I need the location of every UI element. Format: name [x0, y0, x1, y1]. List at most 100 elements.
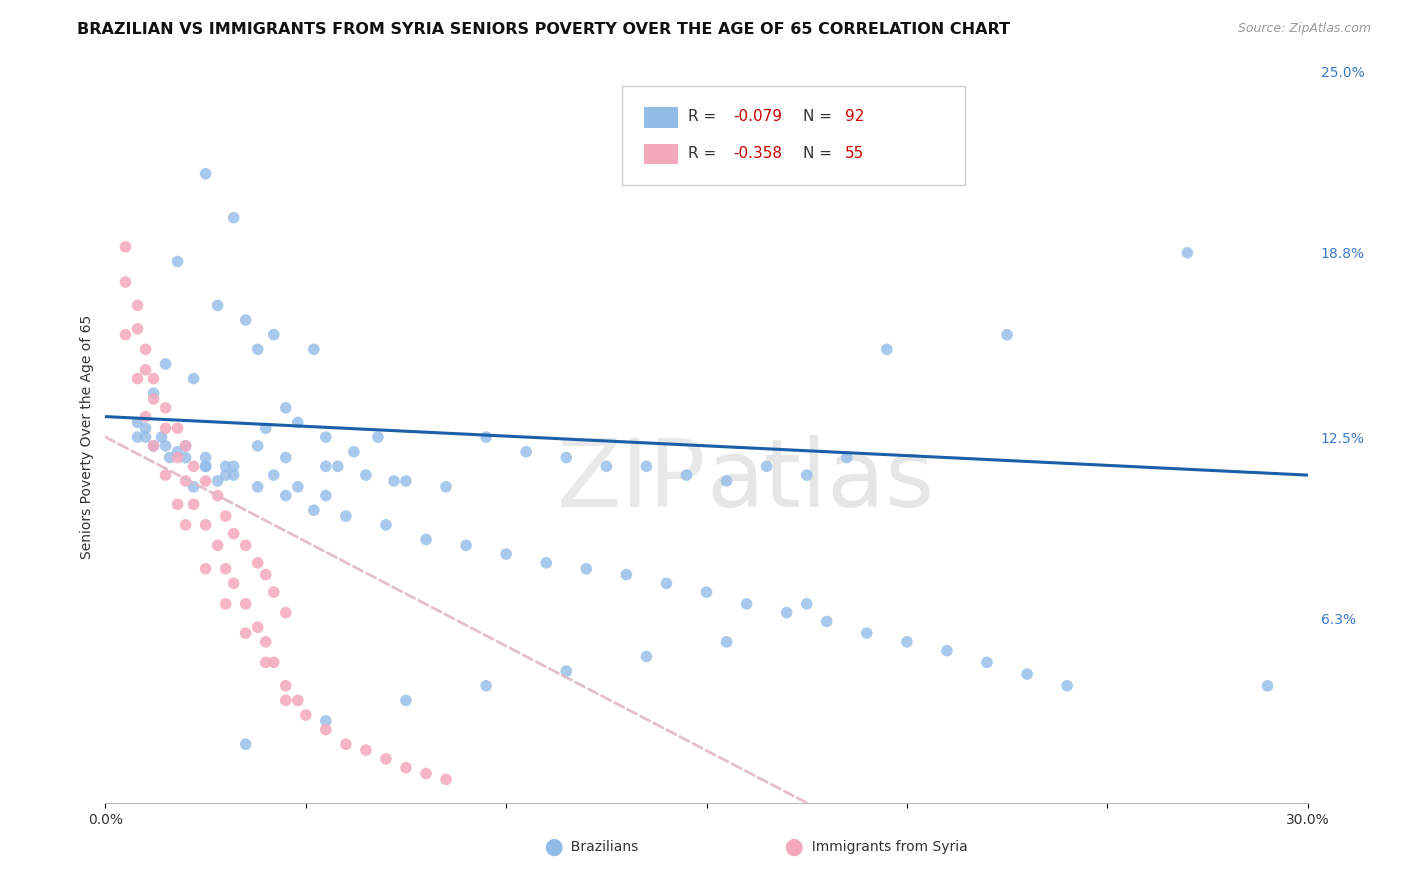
Point — [395, 693, 418, 707]
FancyBboxPatch shape — [644, 107, 678, 128]
Point — [395, 761, 418, 775]
FancyBboxPatch shape — [644, 144, 678, 164]
Point — [287, 480, 309, 494]
Text: ZIP: ZIP — [557, 435, 707, 527]
Point — [166, 450, 188, 465]
Point — [222, 576, 245, 591]
Point — [776, 606, 799, 620]
Text: -0.358: -0.358 — [733, 145, 782, 161]
Point — [315, 459, 337, 474]
Point — [636, 459, 658, 474]
Point — [214, 562, 236, 576]
Point — [183, 497, 205, 511]
Point — [595, 459, 617, 474]
Text: -0.079: -0.079 — [733, 109, 782, 124]
Text: ⬤: ⬤ — [544, 838, 562, 855]
Point — [536, 556, 558, 570]
Point — [127, 371, 149, 385]
Point — [274, 401, 297, 415]
Point — [142, 439, 165, 453]
Text: atlas: atlas — [707, 435, 935, 527]
Point — [155, 401, 177, 415]
Text: 55: 55 — [845, 145, 865, 161]
Point — [127, 430, 149, 444]
Point — [263, 585, 285, 599]
Text: Source: ZipAtlas.com: Source: ZipAtlas.com — [1237, 22, 1371, 36]
Point — [155, 439, 177, 453]
Point — [302, 343, 325, 357]
Point — [207, 538, 229, 552]
Text: N =: N = — [803, 145, 837, 161]
Text: 92: 92 — [845, 109, 865, 124]
Point — [194, 459, 217, 474]
Point — [274, 693, 297, 707]
Point — [343, 444, 366, 458]
Point — [735, 597, 758, 611]
Point — [395, 474, 418, 488]
Point — [375, 517, 398, 532]
Point — [194, 562, 217, 576]
Point — [246, 620, 269, 634]
Point — [896, 635, 918, 649]
Point — [434, 772, 457, 787]
Point — [246, 439, 269, 453]
Point — [235, 313, 257, 327]
Point — [716, 474, 738, 488]
Point — [274, 489, 297, 503]
Point — [415, 533, 437, 547]
Point — [114, 327, 136, 342]
FancyBboxPatch shape — [623, 86, 965, 185]
Point — [995, 327, 1018, 342]
Y-axis label: Seniors Poverty Over the Age of 65: Seniors Poverty Over the Age of 65 — [80, 315, 94, 559]
Text: ⬤: ⬤ — [785, 838, 803, 855]
Point — [876, 343, 898, 357]
Point — [936, 643, 959, 657]
Point — [166, 444, 188, 458]
Point — [135, 430, 157, 444]
Point — [174, 439, 197, 453]
Point — [1177, 245, 1199, 260]
Point — [207, 474, 229, 488]
Point — [815, 615, 838, 629]
Text: R =: R = — [689, 109, 721, 124]
Point — [796, 468, 818, 483]
Text: Immigrants from Syria: Immigrants from Syria — [803, 839, 967, 854]
Point — [235, 538, 257, 552]
Point — [315, 489, 337, 503]
Point — [302, 503, 325, 517]
Point — [127, 322, 149, 336]
Point — [183, 480, 205, 494]
Point — [696, 585, 718, 599]
Point — [135, 363, 157, 377]
Point — [222, 468, 245, 483]
Point — [976, 656, 998, 670]
Point — [150, 430, 173, 444]
Point — [135, 343, 157, 357]
Point — [1257, 679, 1279, 693]
Point — [222, 459, 245, 474]
Point — [675, 468, 697, 483]
Point — [354, 743, 377, 757]
Point — [287, 416, 309, 430]
Point — [575, 562, 598, 576]
Point — [555, 450, 578, 465]
Point — [616, 567, 638, 582]
Point — [214, 597, 236, 611]
Point — [174, 517, 197, 532]
Point — [183, 371, 205, 385]
Point — [415, 766, 437, 780]
Point — [335, 509, 357, 524]
Point — [274, 606, 297, 620]
Point — [796, 597, 818, 611]
Point — [246, 556, 269, 570]
Point — [274, 679, 297, 693]
Point — [655, 576, 678, 591]
Point — [127, 298, 149, 312]
Point — [207, 489, 229, 503]
Point — [155, 468, 177, 483]
Point — [142, 439, 165, 453]
Point — [166, 497, 188, 511]
Point — [194, 459, 217, 474]
Point — [114, 275, 136, 289]
Point — [263, 656, 285, 670]
